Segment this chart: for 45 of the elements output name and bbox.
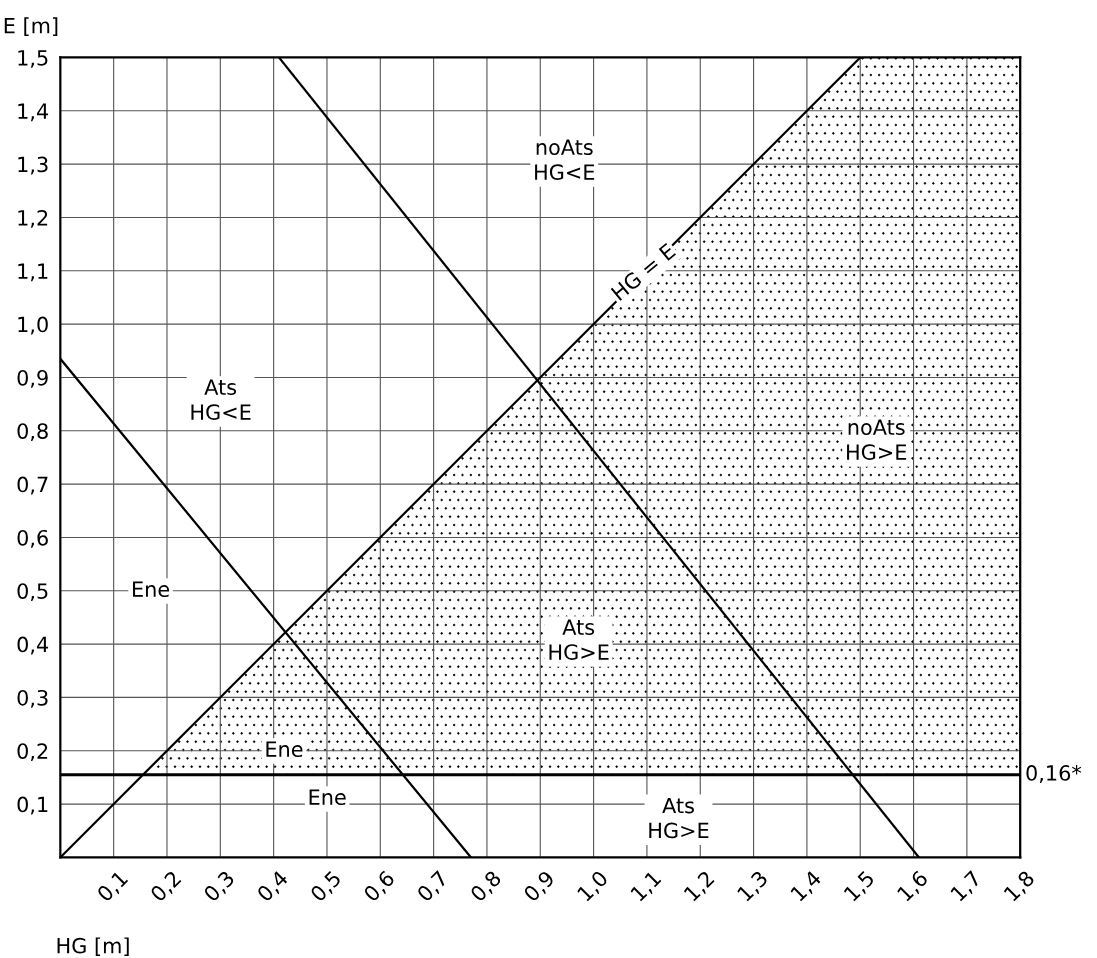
annotation: Ats HG>E bbox=[549, 619, 609, 660]
annotation: noAts HG<E bbox=[535, 139, 595, 180]
y-tick-label: 1,5 bbox=[18, 50, 48, 68]
annotation: noAts HG>E bbox=[847, 419, 907, 460]
x-tick-label: 0,3 bbox=[202, 869, 237, 904]
annotation: Ats HG>E bbox=[649, 797, 709, 839]
x-axis-title: HG [m] bbox=[57, 937, 129, 956]
x-tick-label: 1,1 bbox=[630, 870, 664, 904]
x-tick-label: 1,6 bbox=[896, 869, 931, 904]
y-tick-label: 0,3 bbox=[17, 689, 48, 708]
ref-line-label: 0,16* bbox=[1026, 765, 1082, 783]
annotation: Ene bbox=[309, 789, 346, 806]
x-tick-label: 1,3 bbox=[736, 869, 770, 904]
y-axis-title: E [m] bbox=[4, 17, 58, 36]
annotation: Ene bbox=[133, 581, 170, 598]
x-tick-label: 0,4 bbox=[256, 869, 291, 904]
text: HG = E bbox=[610, 242, 677, 302]
y-tick-label: 1,1 bbox=[18, 263, 48, 282]
x-tick-label: 0,2 bbox=[149, 870, 183, 904]
y-tick-label: 0,8 bbox=[17, 423, 48, 442]
x-tick-label: 1,8 bbox=[1003, 869, 1037, 904]
annotation: Ene bbox=[266, 741, 303, 758]
y-tick-label: 1,0 bbox=[18, 316, 48, 335]
y-tick-label: 0,1 bbox=[17, 796, 48, 815]
x-tick-label: 0,9 bbox=[522, 869, 557, 904]
y-tick-label: 0,7 bbox=[17, 476, 48, 495]
y-tick-label: 0,6 bbox=[17, 529, 48, 548]
y-tick-label: 0,4 bbox=[17, 636, 49, 655]
x-tick-label: 1,2 bbox=[683, 870, 717, 904]
x-tick-label: 0,8 bbox=[469, 869, 504, 904]
y-tick-label: 1,4 bbox=[18, 103, 49, 122]
x-tick-label: 1,0 bbox=[576, 869, 611, 904]
y-tick-label: 0,9 bbox=[17, 369, 48, 388]
x-tick-label: 0,7 bbox=[416, 870, 450, 904]
x-tick-label: 0,5 bbox=[309, 870, 344, 904]
x-tick-label: 1,5 bbox=[843, 870, 877, 904]
x-tick-label: 0,6 bbox=[362, 869, 397, 904]
y-tick-label: 1,2 bbox=[18, 209, 48, 228]
x-tick-label: 1,4 bbox=[790, 869, 824, 904]
x-tick-label: 0,1 bbox=[96, 870, 130, 904]
annotation: Ats HG<E bbox=[191, 379, 251, 420]
y-tick-label: 1,3 bbox=[18, 156, 48, 175]
y-tick-label: 0,2 bbox=[17, 743, 48, 762]
y-tick-label: 0,5 bbox=[17, 583, 48, 602]
x-tick-label: 1,7 bbox=[950, 870, 984, 904]
